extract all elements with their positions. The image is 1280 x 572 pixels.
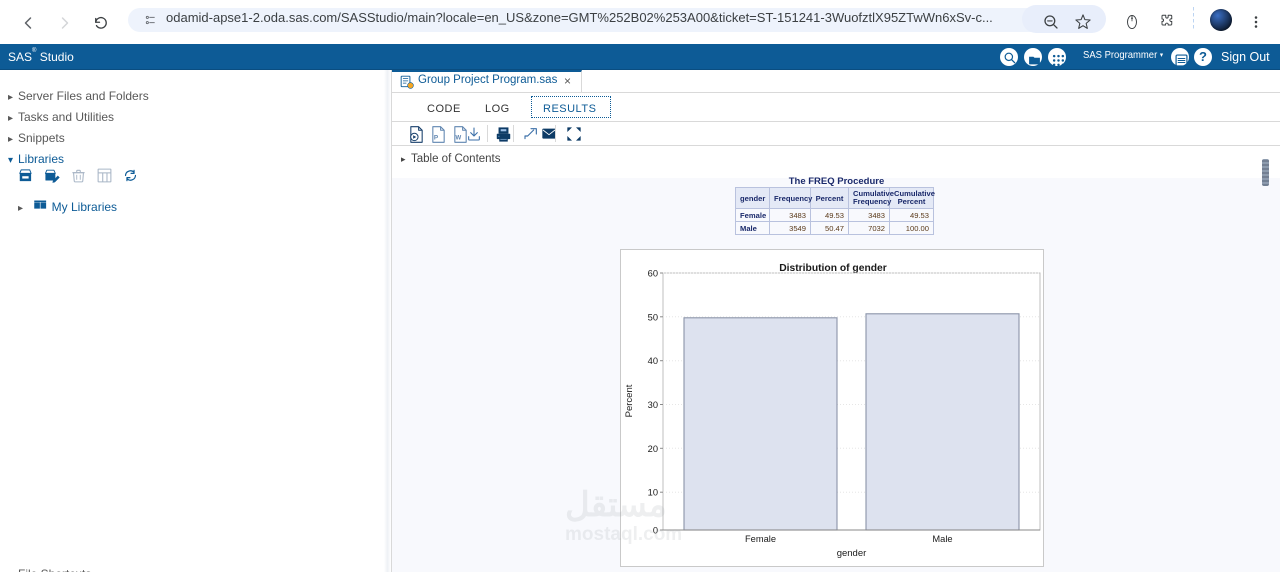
svg-text:40: 40 [648,356,658,366]
svg-text:Percent: Percent [624,384,635,417]
svg-text:50: 50 [648,312,658,322]
svg-text:P: P [434,134,439,141]
svg-text:Female: Female [745,534,776,544]
svg-text:W: W [456,135,462,141]
svg-text:Male: Male [932,534,952,544]
svg-text:20: 20 [648,444,658,454]
svg-text:60: 60 [648,269,658,279]
svg-text:30: 30 [648,400,658,410]
svg-text:gender: gender [837,548,867,559]
